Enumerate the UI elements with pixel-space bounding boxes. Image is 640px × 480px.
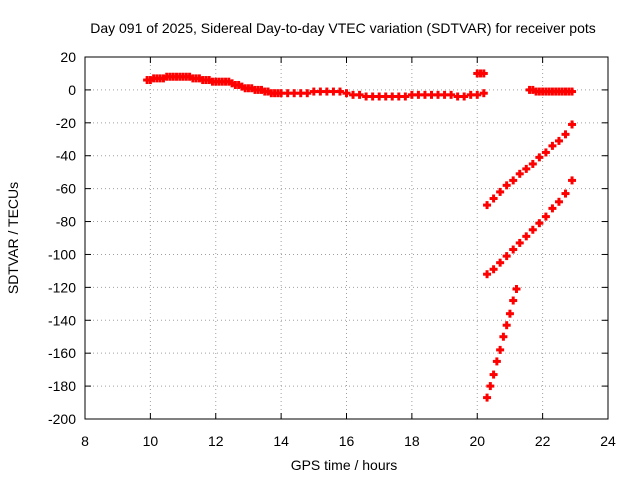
y-tick-label: -60 bbox=[56, 181, 76, 197]
data-point bbox=[502, 252, 511, 261]
data-point bbox=[489, 265, 498, 274]
data-point bbox=[515, 238, 524, 247]
data-point bbox=[447, 90, 456, 99]
y-tick-label: -200 bbox=[48, 411, 76, 427]
chart-title: Day 091 of 2025, Sidereal Day-to-day VTE… bbox=[90, 20, 596, 36]
data-point bbox=[509, 245, 518, 254]
data-point bbox=[489, 370, 498, 379]
x-tick-labels: 8 10 12 14 16 18 20 22 24 bbox=[81, 433, 616, 449]
data-point bbox=[483, 201, 492, 210]
data-point bbox=[335, 87, 344, 96]
x-tick-label: 18 bbox=[404, 433, 420, 449]
y-tick-label: 0 bbox=[68, 82, 76, 98]
y-tick-label: 20 bbox=[60, 49, 76, 65]
axis-ticks bbox=[84, 56, 609, 420]
x-tick-label: 14 bbox=[273, 433, 289, 449]
data-point bbox=[561, 130, 570, 139]
data-point bbox=[535, 219, 544, 228]
data-point bbox=[509, 296, 518, 305]
data-point bbox=[496, 187, 505, 196]
x-tick-label: 8 bbox=[81, 433, 89, 449]
y-tick-label: -100 bbox=[48, 246, 76, 262]
data-point bbox=[499, 332, 508, 341]
data-point bbox=[401, 92, 410, 101]
data-point bbox=[479, 69, 488, 78]
data-point bbox=[502, 321, 511, 330]
y-axis-label: SDTVAR / TECUs bbox=[5, 182, 21, 294]
data-point bbox=[489, 194, 498, 203]
data-point bbox=[479, 89, 488, 98]
data-point bbox=[554, 136, 563, 145]
x-tick-label: 24 bbox=[600, 433, 616, 449]
data-point bbox=[355, 90, 364, 99]
y-tick-label: -160 bbox=[48, 345, 76, 361]
data-point bbox=[460, 92, 469, 101]
y-tick-label: -120 bbox=[48, 279, 76, 295]
data-point bbox=[509, 176, 518, 185]
data-point bbox=[486, 382, 495, 391]
data-point bbox=[496, 258, 505, 267]
data-point bbox=[541, 148, 550, 157]
data-point bbox=[483, 270, 492, 279]
data-point bbox=[512, 285, 521, 294]
data-point bbox=[492, 357, 501, 366]
data-point bbox=[568, 176, 577, 185]
data-point bbox=[528, 225, 537, 234]
data-point bbox=[568, 120, 577, 129]
y-tick-label: -140 bbox=[48, 312, 76, 328]
y-tick-label: -20 bbox=[56, 115, 76, 131]
data-point bbox=[303, 89, 312, 98]
x-tick-label: 10 bbox=[143, 433, 159, 449]
data-point bbox=[515, 169, 524, 178]
x-axis-label: GPS time / hours bbox=[291, 457, 398, 473]
data-points bbox=[143, 69, 577, 402]
x-tick-label: 20 bbox=[469, 433, 485, 449]
data-point bbox=[473, 90, 482, 99]
y-tick-label: -80 bbox=[56, 214, 76, 230]
data-point bbox=[554, 197, 563, 206]
data-point bbox=[522, 232, 531, 241]
data-point bbox=[528, 159, 537, 168]
data-point bbox=[496, 345, 505, 354]
data-point bbox=[548, 204, 557, 213]
x-tick-label: 22 bbox=[535, 433, 551, 449]
data-point bbox=[502, 181, 511, 190]
data-point bbox=[483, 393, 492, 402]
x-tick-label: 16 bbox=[339, 433, 355, 449]
data-point bbox=[505, 309, 514, 318]
y-tick-label: -40 bbox=[56, 148, 76, 164]
y-tick-label: -180 bbox=[48, 378, 76, 394]
x-tick-label: 12 bbox=[208, 433, 224, 449]
grid-lines bbox=[85, 57, 608, 419]
data-point bbox=[548, 141, 557, 150]
data-point bbox=[541, 212, 550, 221]
data-point bbox=[535, 153, 544, 162]
data-point bbox=[561, 189, 570, 198]
data-point bbox=[568, 87, 577, 96]
data-point bbox=[522, 164, 531, 173]
data-point bbox=[342, 89, 351, 98]
